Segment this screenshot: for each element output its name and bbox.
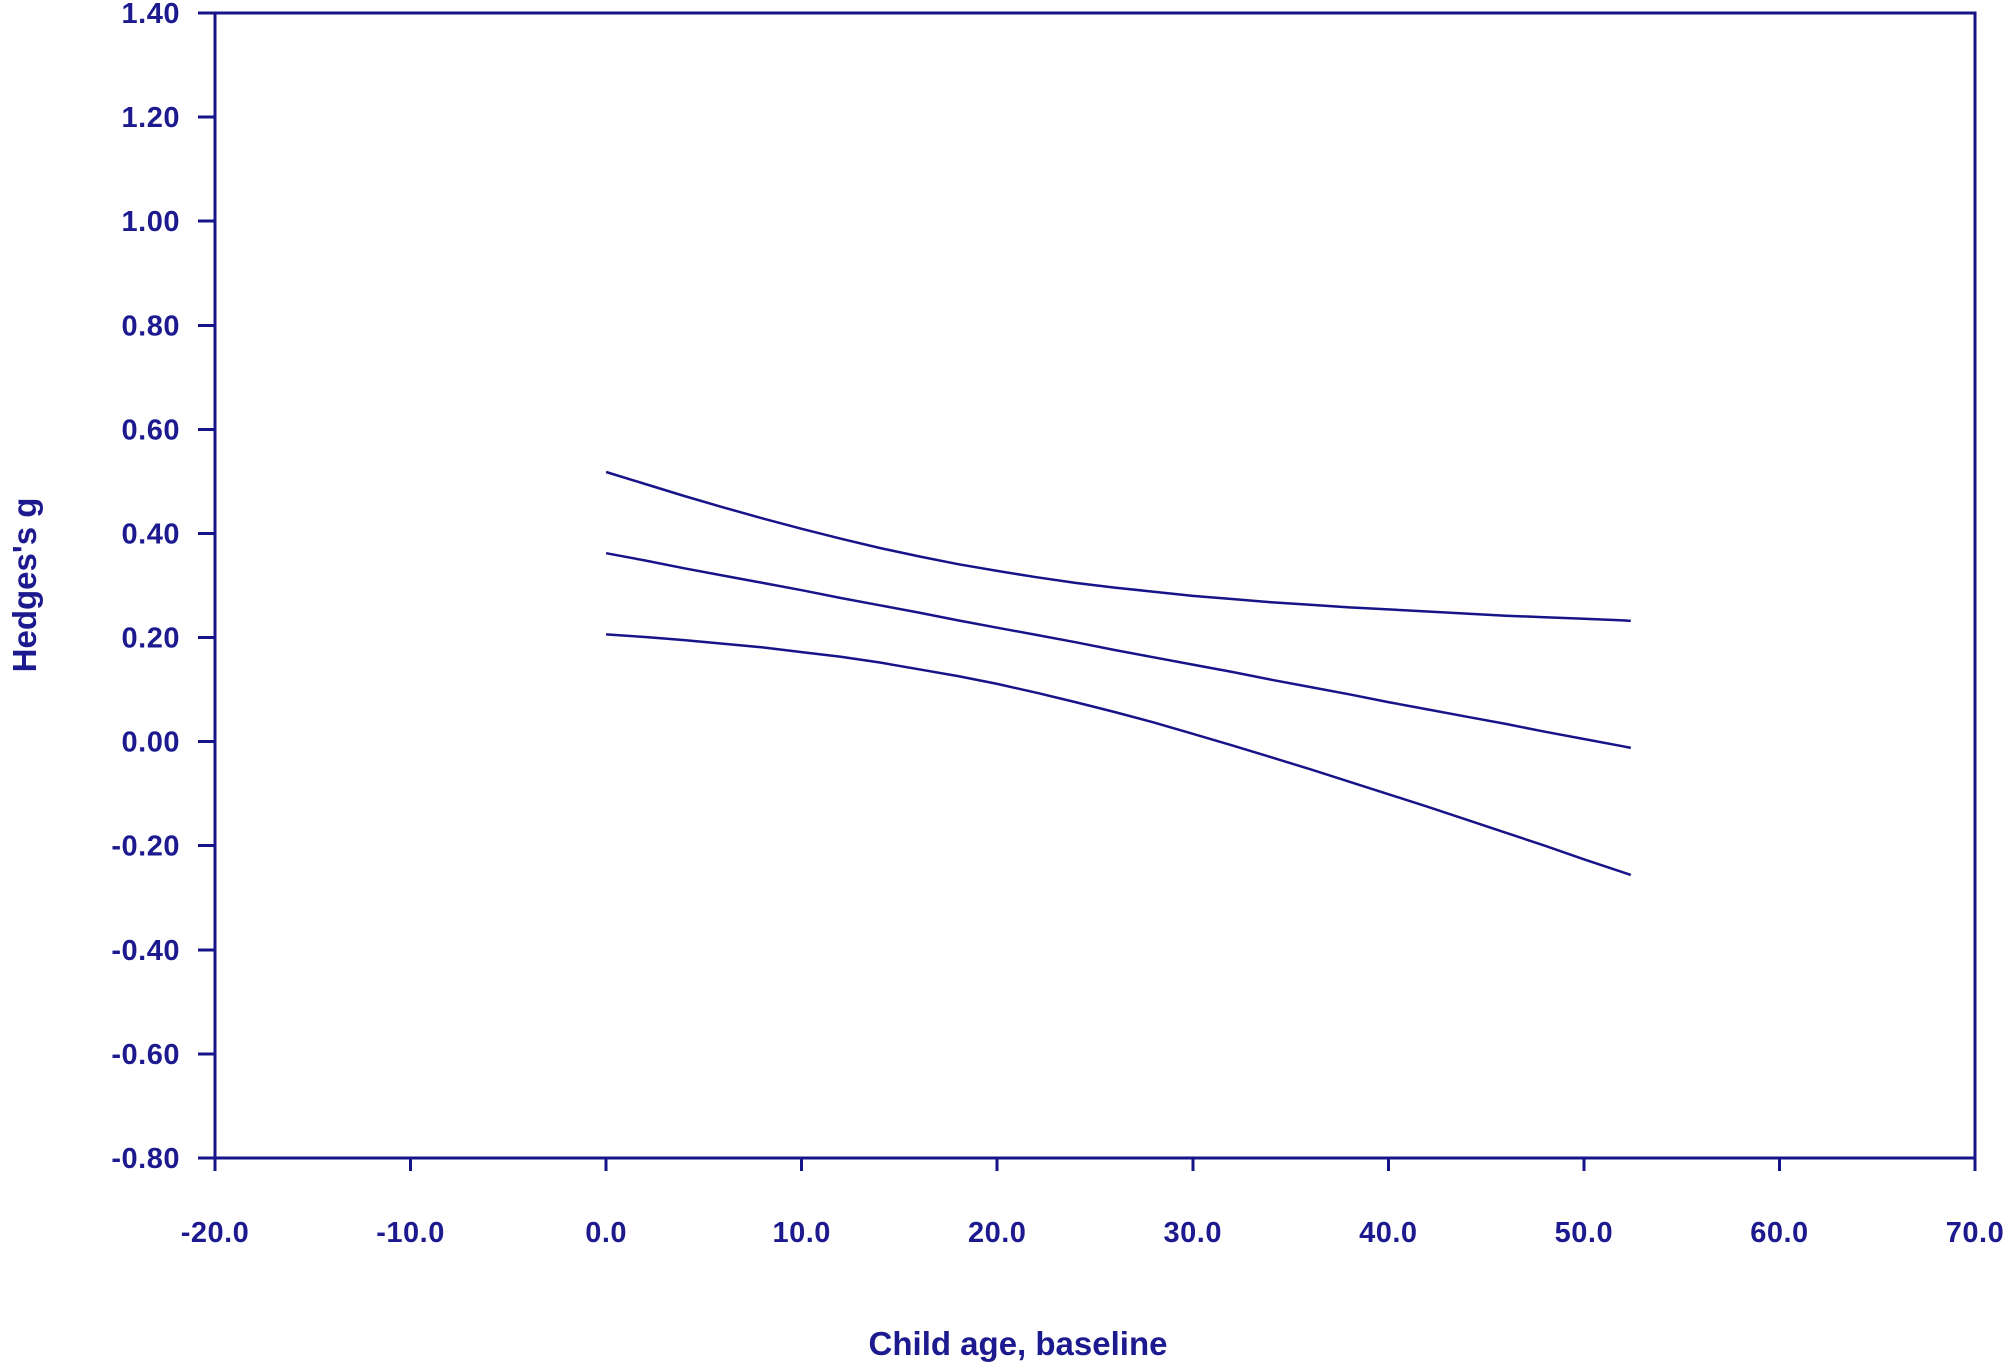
y-tick-label: 1.40 <box>122 0 180 30</box>
x-tick-label: 70.0 <box>1946 1217 2004 1249</box>
y-tick-label: 0.40 <box>122 518 180 550</box>
y-tick-label: 0.60 <box>122 414 180 446</box>
y-tick-label: 0.00 <box>122 727 180 759</box>
data-series <box>605 470 1632 877</box>
plot-frame <box>213 11 1977 1160</box>
plot-border-box <box>213 11 1977 1160</box>
y-axis-title: Hedges's g <box>6 498 43 673</box>
lower-confidence-band <box>606 633 1632 877</box>
regression-line <box>605 551 1632 750</box>
x-tick-label: 10.0 <box>772 1217 830 1249</box>
upper-confidence-band <box>605 470 1631 623</box>
x-tick-label: 0.0 <box>585 1217 627 1249</box>
axis-tick-labels: 1.40 1.20 1.00 0.80 0.60 0.40 0.20 0.00 -0.20 -0.… <box>111 0 2004 1249</box>
y-tick-label: -0.20 <box>111 831 180 863</box>
x-tick-label: 20.0 <box>968 1217 1026 1249</box>
x-tick-label: 30.0 <box>1164 1217 1222 1249</box>
x-tick-label: 60.0 <box>1750 1217 1808 1249</box>
x-tick-label: 50.0 <box>1555 1217 1613 1249</box>
y-tick-label: -0.60 <box>111 1039 180 1071</box>
x-tick-label: -10.0 <box>376 1217 445 1249</box>
y-tick-label: -0.40 <box>111 935 180 967</box>
y-tick-label: 1.20 <box>122 102 180 134</box>
x-tick-label: -20.0 <box>181 1217 250 1249</box>
y-tick-label: 0.20 <box>122 623 180 655</box>
y-tick-label: 1.00 <box>122 206 180 238</box>
x-axis-title: Child age, baseline <box>869 1325 1168 1362</box>
y-tick-label: 0.80 <box>122 310 180 342</box>
axis-ticks <box>198 11 1977 1171</box>
x-tick-label: 40.0 <box>1359 1217 1417 1249</box>
y-tick-label: -0.80 <box>111 1143 180 1175</box>
